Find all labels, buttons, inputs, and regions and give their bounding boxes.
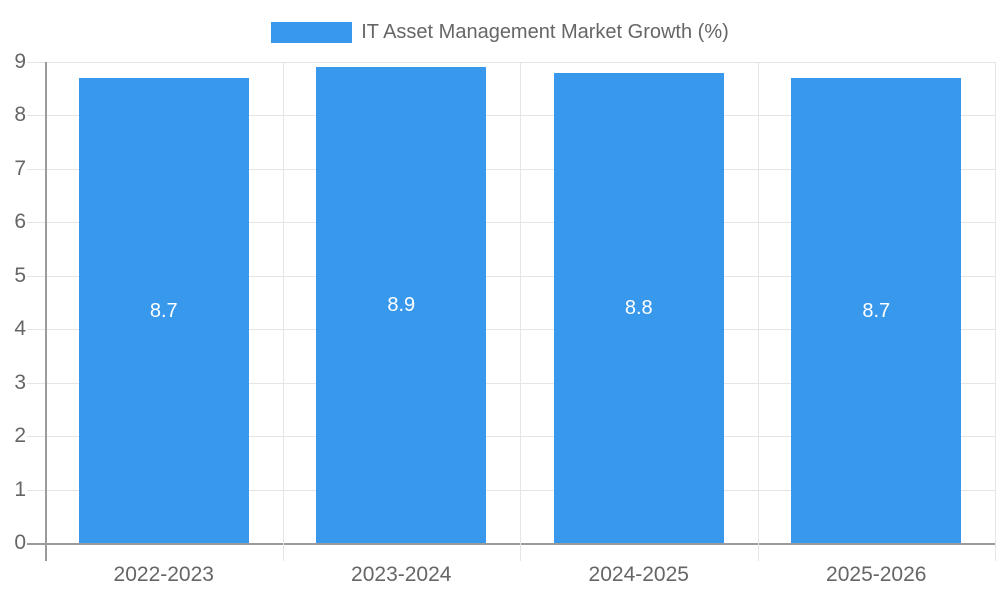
x-gridline: [995, 62, 996, 543]
x-gridline: [520, 62, 521, 543]
y-tick-mark: [27, 275, 45, 277]
y-tick-mark: [27, 382, 45, 384]
bar[interactable]: 8.8: [553, 72, 724, 543]
y-tick-label: 4: [14, 317, 26, 341]
x-tick-mark: [757, 543, 759, 561]
bar[interactable]: 8.7: [791, 78, 962, 543]
y-tick-label: 5: [14, 263, 26, 287]
y-tick-mark: [27, 222, 45, 224]
y-tick-label: 0: [14, 531, 26, 554]
x-gridline: [282, 62, 284, 543]
y-tick-label: 2: [14, 424, 26, 448]
x-tick-mark: [282, 543, 284, 561]
x-gridline: [757, 62, 759, 543]
bar-value-label: 8.7: [149, 299, 178, 322]
y-tick-mark: [27, 543, 45, 545]
bar-value-label: 8.7: [862, 299, 891, 322]
y-tick-label: 3: [14, 370, 26, 394]
x-tick-label: 2022-2023: [113, 563, 214, 586]
bar[interactable]: 8.9: [316, 67, 487, 543]
y-tick-label: 1: [14, 477, 26, 501]
y-tick-label: 9: [14, 50, 26, 73]
bar-value-label: 8.8: [624, 296, 653, 319]
y-tick-mark: [27, 489, 45, 491]
legend-label: IT Asset Management Market Growth (%): [361, 20, 729, 43]
x-tick-mark: [520, 543, 521, 561]
y-tick-mark: [27, 436, 45, 438]
y-tick-mark: [27, 329, 45, 331]
chart-legend[interactable]: IT Asset Management Market Growth (%): [0, 14, 1000, 50]
x-tick-label: 2023-2024: [351, 563, 452, 586]
y-tick-label: 7: [14, 156, 26, 180]
y-tick-mark: [27, 168, 45, 170]
y-tick-mark: [27, 115, 45, 117]
x-tick-label: 2025-2026: [826, 563, 927, 586]
x-tick-label: 2024-2025: [588, 563, 689, 586]
y-tick-mark: [27, 62, 45, 63]
bar[interactable]: 8.7: [78, 78, 249, 543]
y-tick-label: 8: [14, 103, 26, 127]
legend-swatch: [271, 21, 353, 43]
x-tick-mark: [995, 543, 996, 561]
y-axis-line: [45, 62, 47, 561]
bar-value-label: 8.9: [387, 294, 416, 317]
y-tick-label: 6: [14, 210, 26, 234]
